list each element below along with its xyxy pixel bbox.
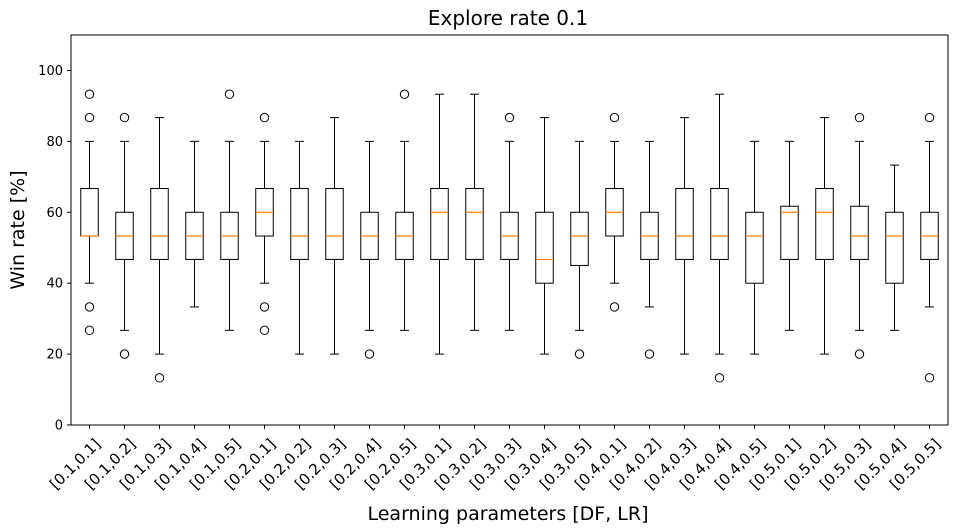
box-[0.3,0.4] [535, 117, 554, 355]
outlier-point [119, 349, 130, 359]
box-[0.2,0.3] [325, 117, 344, 355]
x-axis-label: Learning parameters [DF, LR] [367, 503, 648, 525]
y-tick-label: 0 [55, 419, 63, 434]
outlier-point [84, 89, 95, 99]
iqr-box [675, 188, 694, 260]
outlier-point [854, 349, 865, 359]
outlier-point [84, 302, 95, 312]
axes-frame [70, 34, 949, 426]
outlier-point [259, 325, 270, 336]
box-[0.4,0.5] [745, 140, 764, 355]
box-[0.1,0.1] [80, 89, 99, 336]
box-[0.2,0.2] [290, 140, 309, 355]
outlier-point [644, 349, 655, 359]
box-[0.5,0.5] [920, 112, 939, 383]
iqr-box [430, 188, 449, 260]
iqr-box [570, 211, 589, 266]
iqr-box [885, 211, 904, 284]
iqr-box [150, 188, 169, 260]
iqr-box [535, 211, 554, 284]
outlier-point [574, 349, 585, 359]
box-[0.5,0.1] [780, 140, 799, 331]
box-[0.3,0.5] [570, 140, 589, 359]
box-[0.5,0.2] [815, 117, 834, 355]
outlier-point [924, 373, 935, 383]
y-tick-label: 40 [46, 277, 63, 292]
box-[0.3,0.3] [500, 112, 519, 331]
outlier-point [364, 349, 375, 359]
y-tick-label: 20 [46, 348, 63, 363]
outlier-point [924, 112, 935, 123]
outlier-point [504, 112, 515, 123]
outlier-point [119, 112, 130, 123]
iqr-box [745, 211, 764, 284]
y-tick-label: 80 [46, 135, 63, 150]
iqr-box [710, 188, 729, 260]
box-[0.1,0.2] [115, 112, 134, 359]
outlier-point [224, 89, 235, 99]
box-[0.3,0.2] [465, 93, 484, 331]
box-[0.4,0.1] [605, 112, 624, 312]
iqr-box [465, 188, 484, 260]
box-[0.2,0.4] [360, 140, 379, 359]
box-[0.4,0.2] [640, 140, 659, 359]
iqr-box [290, 188, 309, 260]
box-[0.4,0.4] [710, 93, 729, 383]
iqr-box [325, 188, 344, 260]
y-axis-label: Win rate [%] [7, 170, 29, 289]
y-tick-label: 60 [46, 206, 63, 221]
box-[0.4,0.3] [675, 117, 694, 355]
outlier-point [154, 373, 165, 383]
outlier-point [259, 112, 270, 123]
iqr-box [815, 188, 834, 260]
iqr-box [780, 205, 799, 260]
outlier-point [399, 89, 410, 99]
outlier-point [609, 112, 620, 123]
chart-title: Explore rate 0.1 [428, 6, 588, 30]
box-[0.1,0.4] [185, 140, 204, 308]
box-[0.1,0.5] [220, 89, 239, 331]
outlier-point [84, 325, 95, 336]
y-tick-label: 100 [38, 64, 63, 79]
outlier-point [609, 302, 620, 312]
box-[0.5,0.4] [885, 164, 904, 331]
outlier-point [259, 302, 270, 312]
box-[0.1,0.3] [150, 117, 169, 383]
outlier-point [854, 112, 865, 123]
iqr-box [850, 205, 869, 260]
outlier-point [714, 373, 725, 383]
box-[0.5,0.3] [850, 112, 869, 359]
box-[0.2,0.5] [395, 89, 414, 331]
outlier-point [84, 112, 95, 123]
box-[0.3,0.1] [430, 93, 449, 355]
box-[0.2,0.1] [255, 112, 274, 336]
